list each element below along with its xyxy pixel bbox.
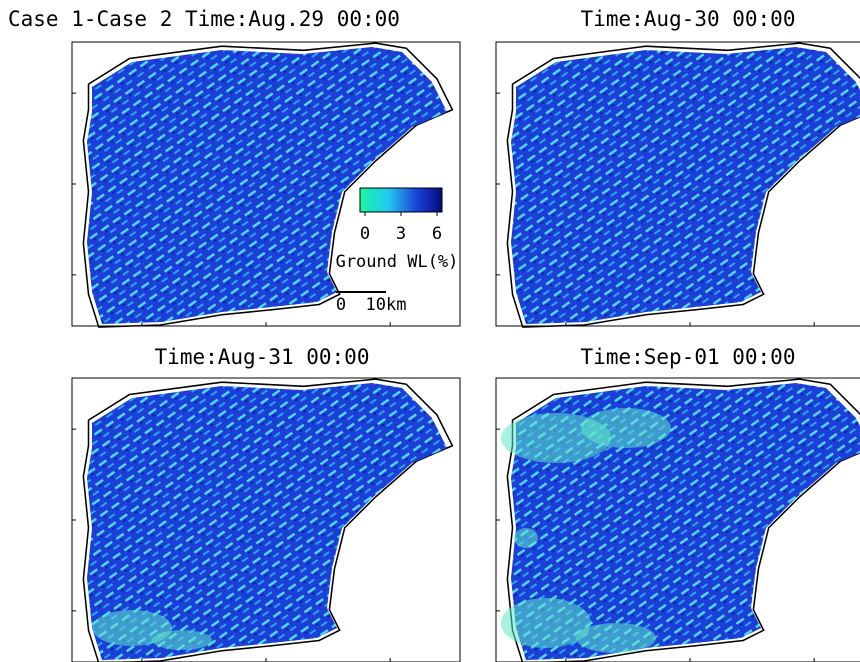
panel-title: Time:Sep-01 00:00 <box>581 345 796 369</box>
colorbar <box>360 188 442 212</box>
shallow-area <box>581 408 671 448</box>
colorbar-tick-label: 0 <box>360 224 370 244</box>
colorbar-tick-label: 3 <box>396 224 406 244</box>
ground-wl-field <box>511 47 860 324</box>
panel-title: Time:Aug-30 00:00 <box>581 7 796 31</box>
scale-label: 10km <box>366 295 407 315</box>
panel-title: Time:Aug-31 00:00 <box>155 345 370 369</box>
map-panel <box>496 378 860 662</box>
shallow-area <box>514 528 538 548</box>
shallow-area <box>152 630 212 650</box>
colorbar-label: Ground WL(%) <box>336 252 459 272</box>
ground-wl-field <box>87 47 447 324</box>
map-panel <box>496 42 860 327</box>
panel-title: Case 1-Case 2 Time:Aug.29 00:00 <box>8 7 400 31</box>
scale-label: 0 <box>336 295 346 315</box>
figure: Case 1-Case 2 Time:Aug.29 00:00 Time:Aug… <box>0 0 860 662</box>
shallow-area <box>576 623 656 653</box>
map-panel <box>72 378 460 662</box>
colorbar-tick-label: 6 <box>432 224 442 244</box>
map-panel <box>72 42 460 327</box>
